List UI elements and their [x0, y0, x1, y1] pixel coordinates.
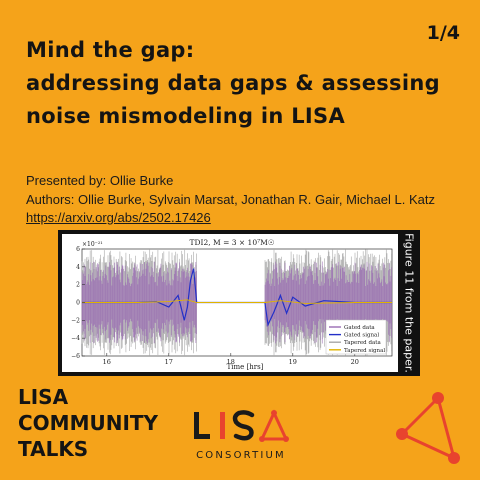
y-tick-label: 0: [76, 300, 80, 307]
y-tick-label: −4: [71, 335, 80, 342]
footer-line-3: TALKS: [18, 437, 89, 461]
triangle-outline: [399, 395, 457, 461]
community-talks-label: LISA COMMUNITY TALKS: [18, 384, 158, 462]
figure-caption-text: Figure 11 from the paper.: [402, 233, 416, 373]
legend-label: Tapered signal: [344, 348, 385, 354]
lisa-consortium-logo: CONSORTIUM: [194, 409, 289, 461]
legend-box: [325, 319, 387, 355]
logo-node: [283, 436, 289, 442]
triangle-node: [448, 452, 460, 464]
slide-title: Mind the gap: addressing data gaps & ass…: [26, 34, 446, 133]
chart-title: TDI2, M = 3 × 10⁷M☉: [189, 238, 274, 247]
series-line-tapered-signal: [82, 299, 392, 304]
footer-line-1: LISA: [18, 385, 69, 409]
x-tick-label: 18: [227, 358, 235, 366]
logo-letter-l-foot: [194, 434, 210, 439]
x-tick-label: 19: [289, 358, 297, 366]
y-tick-label: −6: [71, 353, 80, 360]
paper-link[interactable]: https://arxiv.org/abs/2502.17426: [26, 210, 211, 225]
triangle-network-icon: [396, 392, 460, 464]
authors: Authors: Ollie Burke, Sylvain Marsat, Jo…: [26, 191, 435, 207]
figure-chart: TDI2, M = 3 × 10⁷M☉ ×10⁻²¹ Time [hrs] 16…: [62, 234, 398, 372]
figure-caption: Figure 11 from the paper.: [398, 233, 420, 373]
slide-meta: Presented by: Ollie Burke Authors: Ollie…: [26, 172, 435, 228]
title-line-3: noise mismodeling in LISA: [26, 104, 346, 128]
logo-letter-l-stem: [194, 412, 199, 439]
y-tick-label: 2: [76, 282, 80, 289]
logo-letter-s: [232, 410, 255, 441]
logo-consortium-text: CONSORTIUM: [196, 450, 286, 461]
legend-label: Tapered data: [344, 340, 381, 346]
x-axis-label: Time [hrs]: [227, 363, 264, 371]
triangle-node: [432, 392, 444, 404]
y-tick-label: −2: [71, 317, 80, 324]
legend-label: Gated signal: [344, 333, 379, 339]
logo-letter-i: [220, 412, 225, 439]
presenter: Presented by: Ollie Burke: [26, 173, 174, 188]
triangle-node: [396, 428, 408, 440]
legend-label: Gated data: [344, 325, 375, 331]
y-multiplier: ×10⁻²¹: [82, 241, 103, 248]
footer-line-2: COMMUNITY: [18, 411, 159, 435]
x-tick-label: 20: [351, 358, 359, 366]
logo-node: [271, 410, 277, 416]
logo-node: [259, 436, 265, 442]
x-tick-label: 17: [165, 358, 173, 366]
title-line-1: Mind the gap:: [26, 38, 195, 62]
y-tick-label: 6: [76, 246, 80, 253]
y-tick-label: 4: [76, 264, 80, 271]
page-indicator: 1/4: [426, 22, 460, 44]
logo-letter-a: [259, 409, 289, 441]
title-line-2: addressing data gaps & assessing: [26, 71, 440, 95]
x-tick-label: 16: [103, 358, 111, 366]
